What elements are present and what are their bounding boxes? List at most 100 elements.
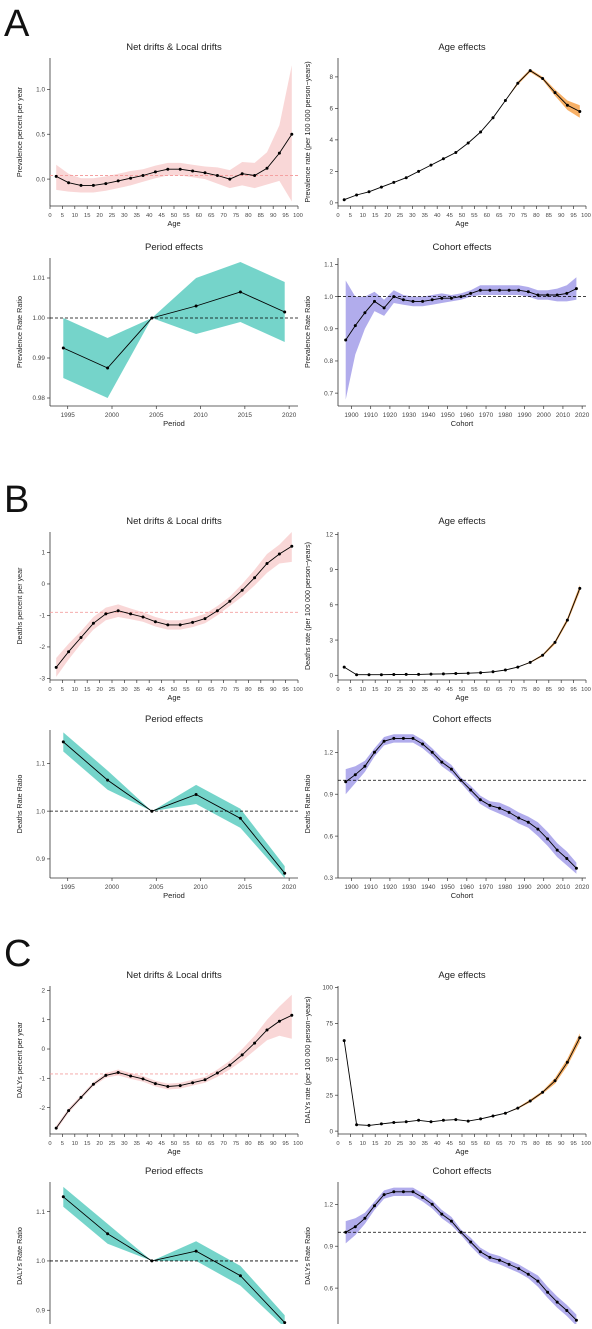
y-tick-label: 0.6 (324, 833, 333, 840)
x-axis-label: Age (455, 1147, 468, 1156)
x-tick-label: 1900 (344, 412, 359, 419)
data-point (129, 176, 133, 180)
data-point (379, 185, 383, 189)
data-point (479, 671, 483, 675)
chart-title: Age effects (438, 516, 486, 527)
data-point (344, 338, 348, 342)
data-point (555, 293, 559, 297)
data-point (240, 1053, 244, 1057)
x-tick-label: 1930 (402, 884, 417, 891)
data-point (194, 304, 198, 308)
data-point (238, 290, 242, 294)
x-tick-label: 85 (546, 687, 552, 693)
x-tick-label: 5 (349, 1141, 352, 1147)
data-point (441, 1118, 445, 1122)
y-tick-label: 1.01 (33, 275, 46, 282)
data-point (355, 673, 359, 677)
y-tick-label: 50 (326, 1056, 334, 1063)
x-tick-label: 0 (48, 213, 51, 219)
data-point (178, 623, 182, 627)
data-point (430, 298, 434, 302)
x-tick-label: 50 (171, 687, 177, 693)
y-tick-label: 0.5 (36, 131, 45, 138)
data-point (191, 169, 195, 173)
x-tick-label: 25 (397, 687, 403, 693)
series-line (344, 70, 581, 201)
data-point (491, 1114, 495, 1118)
data-point (574, 287, 578, 291)
data-point (404, 176, 408, 180)
chart-title: Net drifts & Local drifts (126, 970, 222, 981)
data-point (536, 1279, 540, 1283)
y-axis-label: Prevalence Rate Ratio (15, 296, 24, 368)
data-point (342, 1039, 346, 1043)
data-point (215, 174, 219, 177)
data-point (578, 110, 582, 113)
x-tick-label: 5 (61, 687, 64, 693)
data-point (373, 750, 376, 754)
data-point (104, 182, 108, 186)
x-tick-label: 90 (558, 687, 564, 693)
data-point (392, 295, 396, 299)
x-tick-label: 95 (570, 1141, 576, 1147)
data-point (392, 1190, 396, 1194)
x-tick-label: 2000 (105, 884, 120, 891)
x-tick-label: 90 (270, 1141, 276, 1147)
data-point (228, 177, 232, 181)
x-tick-label: 95 (570, 213, 576, 219)
x-tick-label: 40 (146, 1141, 152, 1147)
y-tick-label: 6 (329, 602, 333, 609)
x-tick-label: 2015 (238, 412, 253, 419)
x-tick-label: 35 (134, 687, 140, 693)
data-point (240, 172, 244, 176)
y-tick-label: 1.0 (324, 294, 333, 301)
x-tick-label: 70 (508, 687, 514, 693)
data-point (363, 764, 367, 768)
chart-B-period: Period effects 1995 2000 2005 2010 2015 2020 0.… (15, 714, 298, 900)
data-point (367, 673, 371, 677)
data-point (546, 837, 550, 841)
data-point (466, 141, 470, 145)
x-tick-label: 70 (508, 1141, 514, 1147)
y-axis-label: Deaths Rate Ratio (303, 775, 312, 834)
x-tick-label: 75 (233, 1141, 239, 1147)
data-point (478, 1250, 482, 1254)
confidence-band (56, 532, 292, 677)
data-point (417, 1118, 421, 1122)
data-point (61, 740, 65, 744)
x-tick-label: 90 (270, 213, 276, 219)
data-point (367, 190, 371, 194)
x-tick-label: 2000 (537, 412, 552, 419)
x-tick-label: 80 (245, 1141, 251, 1147)
series-line (63, 291, 285, 369)
data-point (379, 673, 383, 677)
x-tick-label: 30 (121, 687, 127, 693)
y-tick-label: -3 (39, 676, 45, 683)
x-tick-label: 100 (581, 213, 591, 219)
data-point (526, 290, 530, 294)
data-point (466, 1119, 470, 1123)
x-tick-label: 1995 (61, 412, 76, 419)
data-point (546, 293, 550, 297)
data-point (421, 299, 425, 303)
y-tick-label: 0.9 (36, 856, 45, 863)
x-tick-label: 10 (72, 213, 78, 219)
x-tick-label: 15 (84, 687, 90, 693)
y-tick-label: 0 (41, 581, 45, 588)
data-point (421, 1195, 425, 1199)
x-tick-label: 65 (496, 687, 502, 693)
data-point (565, 291, 569, 295)
y-tick-label: 1.1 (324, 262, 333, 269)
x-tick-label: 85 (258, 1141, 264, 1147)
x-tick-label: 1910 (364, 412, 379, 419)
x-tick-label: 55 (471, 1141, 477, 1147)
data-point (265, 166, 269, 170)
x-axis-label: Age (455, 693, 468, 702)
y-axis-label: DALYs Rate Ratio (303, 1227, 312, 1285)
y-tick-label: 0 (41, 1046, 45, 1053)
x-tick-label: 2000 (537, 884, 552, 891)
data-point (363, 1216, 367, 1220)
data-point (507, 288, 511, 292)
